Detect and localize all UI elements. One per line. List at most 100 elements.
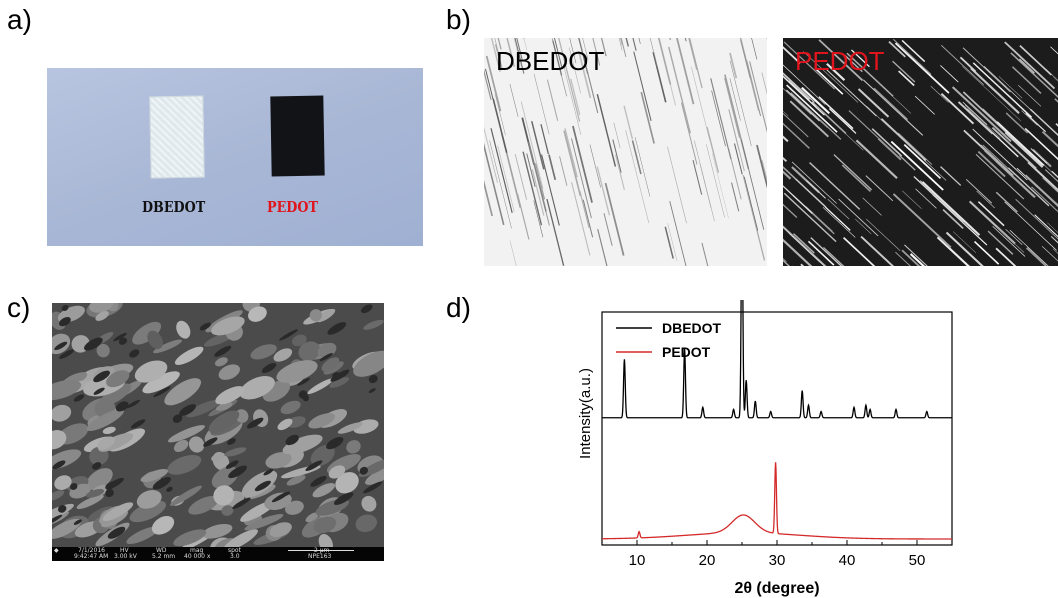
micrograph-streak (596, 93, 617, 167)
micrograph-streak (1010, 52, 1058, 98)
micrograph-streak (681, 102, 698, 165)
micrograph-streak (860, 235, 895, 266)
sem-grain (269, 522, 292, 538)
micrograph-streak (522, 151, 543, 226)
micrograph-streak (809, 162, 861, 210)
micrograph-streak (742, 175, 766, 261)
sem-pore (227, 438, 236, 445)
micrograph-streak (604, 182, 625, 256)
sem-scale-label: 2 µm (314, 547, 330, 554)
micrograph-streak (865, 218, 901, 252)
micrograph-streak (923, 158, 947, 181)
micrograph-streak (534, 163, 546, 200)
micrograph-streak (996, 121, 1045, 167)
micrograph-streak (1024, 174, 1058, 208)
micrograph-streak (815, 68, 844, 95)
micrograph-streak (975, 154, 1025, 200)
micrograph-streak (940, 65, 959, 83)
micrograph-streak (962, 47, 1011, 93)
micrograph-streak (822, 207, 856, 238)
sem-time: 9:42:47 AM (74, 553, 109, 560)
sem-pore (92, 462, 102, 470)
micrograph-streak (783, 75, 826, 116)
micrograph-streak (915, 188, 937, 209)
sem-pore (73, 519, 82, 525)
micrograph-streak (553, 38, 563, 68)
micrograph-streak (688, 38, 698, 70)
micrograph-streak (970, 67, 1020, 114)
sem-grain (85, 489, 105, 498)
micrograph-streak (667, 146, 687, 224)
micrograph-streak (484, 69, 492, 100)
sem-grain (277, 418, 293, 431)
sem-grain (188, 436, 205, 453)
xrd-chart: 10 20 30 40 50 2θ (degree) Intensity(a.u.) DBED… (577, 300, 953, 597)
micrograph-streak (892, 193, 952, 249)
sem-grain (216, 402, 233, 411)
film-photo: DBEDOT PEDOT (47, 68, 423, 246)
sem-grain (363, 319, 384, 330)
micrograph-streak (1005, 229, 1023, 245)
micrograph-streak (786, 84, 838, 133)
sem-pore (228, 465, 247, 479)
micrograph-streak (846, 52, 894, 97)
series-line-pedot (602, 462, 952, 540)
sem-grain (134, 360, 168, 383)
micrograph-streak (952, 231, 977, 253)
sem-grain (102, 426, 116, 435)
panel-label-a: a) (7, 4, 32, 35)
micrograph-streak (631, 140, 642, 175)
micrograph-streak (823, 246, 845, 266)
micrograph-streak (921, 181, 981, 236)
y-axis-label: Intensity(a.u.) (577, 368, 594, 459)
micrograph-streak (940, 93, 975, 125)
micrograph-streak (783, 87, 812, 115)
sem-pore (214, 345, 232, 357)
micrograph-streak (729, 78, 741, 121)
micrograph-streak (807, 240, 835, 266)
micrograph-streak (667, 223, 678, 262)
micrograph-streak (783, 122, 810, 149)
micrograph-streak (485, 68, 506, 147)
sem-pore (115, 401, 129, 412)
micrograph-streak (578, 38, 588, 74)
micrograph-streak (689, 38, 703, 89)
sem-pore (129, 349, 140, 358)
micrograph-streak (818, 39, 864, 82)
micrograph-streak (959, 56, 977, 73)
micrograph-label-dbedot: DBEDOT (496, 46, 605, 76)
sem-grain (102, 502, 134, 522)
sem-grain (308, 413, 335, 429)
micrograph-streak (898, 70, 915, 87)
sem-grain (174, 346, 204, 365)
sem-pore (199, 322, 212, 331)
sem-grain (153, 339, 183, 354)
micrograph-streak (558, 38, 581, 122)
sem-grain (280, 400, 301, 415)
micrograph-streak (484, 126, 498, 183)
micrograph-streak (965, 178, 993, 204)
sem-grain (346, 440, 361, 454)
micrograph-streak (1021, 110, 1038, 126)
sem-pore (279, 329, 299, 341)
sem-grain (305, 512, 319, 523)
micrograph-streak (751, 38, 758, 60)
micrograph-streak (824, 206, 851, 231)
micrograph-streak (749, 61, 767, 134)
sem-logo-icon: ◆ (54, 547, 59, 554)
micrograph-streak (972, 62, 1033, 118)
micrograph-streak (897, 132, 933, 165)
micrograph-streak (841, 164, 872, 192)
micrograph-streak (761, 72, 767, 95)
micrograph-streak (984, 149, 1036, 199)
micrograph-streak (632, 38, 637, 51)
micrograph-streak (1045, 68, 1058, 81)
micrograph-streak (962, 66, 1021, 122)
sem-grain (223, 529, 258, 552)
micrograph-streak (826, 69, 877, 117)
micrograph-streak (951, 86, 1012, 143)
sem-grain (218, 364, 240, 380)
sem-mag-label: mag (190, 547, 204, 554)
sem-grain (361, 495, 377, 512)
micrograph-streak (516, 38, 523, 61)
